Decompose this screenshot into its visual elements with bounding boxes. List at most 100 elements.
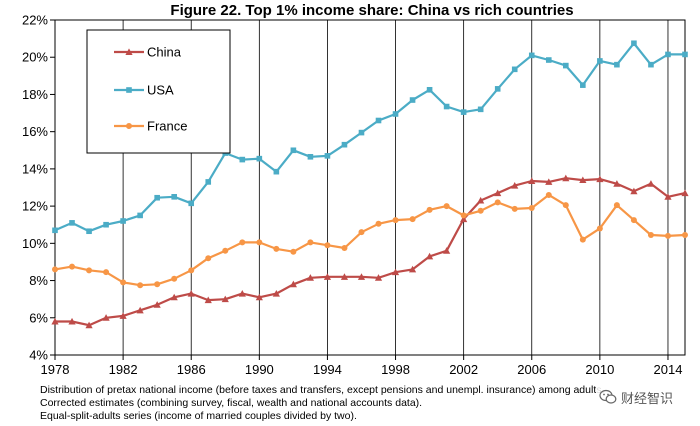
x-tick-label: 2002 xyxy=(449,362,478,377)
data-point-france xyxy=(511,205,518,212)
data-point-usa xyxy=(154,194,160,201)
data-point-usa xyxy=(137,212,143,219)
data-point-china xyxy=(425,252,434,260)
legend-marker-france xyxy=(126,123,132,129)
data-point-china xyxy=(443,247,451,254)
data-point-france xyxy=(324,242,331,249)
chart: Figure 22. Top 1% income share: China vs… xyxy=(22,2,689,377)
data-point-france xyxy=(545,191,552,198)
y-tick-label: 4% xyxy=(29,348,48,363)
data-point-usa xyxy=(307,153,314,160)
legend-marker-china xyxy=(125,48,133,55)
data-point-usa xyxy=(545,57,552,63)
data-point-china xyxy=(460,215,468,223)
data-point-france xyxy=(86,267,93,274)
y-tick-label: 6% xyxy=(29,310,48,325)
x-axis: 1978 1982 1986 1990 1994 1998 2002 2006 2010 2014 xyxy=(41,355,683,377)
data-point-usa xyxy=(614,61,620,68)
data-point-china xyxy=(255,293,263,301)
data-point-usa xyxy=(86,228,92,235)
x-tick-label: 1982 xyxy=(109,362,138,377)
y-tick-label: 14% xyxy=(22,161,48,176)
data-point-france xyxy=(375,220,382,227)
data-point-usa xyxy=(494,86,501,92)
data-point-china xyxy=(596,175,604,183)
y-tick-label: 12% xyxy=(22,199,48,214)
legend-marker-usa xyxy=(126,87,132,93)
data-point-france xyxy=(494,199,501,206)
data-point-france xyxy=(613,202,620,209)
data-point-france xyxy=(307,239,314,246)
series-line-china xyxy=(55,177,686,327)
data-point-france xyxy=(562,202,569,209)
y-tick-label: 8% xyxy=(29,273,48,288)
data-point-france xyxy=(443,203,450,210)
data-point-china xyxy=(51,317,59,325)
note-line-1: Distribution of pretax national income (… xyxy=(40,384,605,396)
data-point-china xyxy=(153,301,161,308)
watermark-text: 财经智识 xyxy=(621,390,674,406)
legend: China USA France xyxy=(86,29,231,154)
data-point-france xyxy=(205,255,212,262)
data-point-china xyxy=(408,265,417,273)
data-point-france xyxy=(528,204,535,211)
data-point-china xyxy=(562,174,570,182)
series-line-france xyxy=(54,193,686,287)
chart-title: Figure 22. Top 1% income share: China vs… xyxy=(170,2,573,19)
data-point-usa xyxy=(256,155,263,162)
data-point-china xyxy=(187,289,195,297)
x-tick-label: 1998 xyxy=(381,362,410,377)
data-point-usa xyxy=(273,168,280,175)
x-tick-label: 2010 xyxy=(585,362,614,377)
x-tick-label: 1978 xyxy=(41,362,70,377)
x-tick-label: 1986 xyxy=(177,362,206,377)
data-point-usa xyxy=(443,103,450,110)
data-point-china xyxy=(477,196,485,204)
x-tick-label: 1990 xyxy=(245,362,274,377)
y-tick-label: 20% xyxy=(22,50,48,65)
data-point-usa xyxy=(358,129,365,136)
data-point-china xyxy=(204,296,212,304)
data-point-france xyxy=(358,229,365,236)
data-point-france xyxy=(52,266,58,273)
y-tick-label: 10% xyxy=(22,236,48,251)
data-point-france xyxy=(290,248,297,255)
data-point-usa xyxy=(511,66,518,73)
note-line-3: Equal-split-adults series (income of mar… xyxy=(40,410,357,422)
data-point-france xyxy=(682,231,688,238)
data-point-usa xyxy=(597,58,603,64)
data-point-china xyxy=(664,193,672,200)
data-point-usa xyxy=(324,153,331,159)
data-point-usa xyxy=(631,40,637,47)
data-point-usa xyxy=(580,82,586,88)
data-point-france xyxy=(664,232,671,239)
data-point-usa xyxy=(205,179,212,185)
data-point-usa xyxy=(409,97,416,103)
data-point-china xyxy=(681,189,689,197)
data-point-france xyxy=(630,217,637,224)
data-point-usa xyxy=(341,141,348,148)
data-point-france xyxy=(256,239,263,246)
data-point-china xyxy=(511,182,519,189)
series-layer xyxy=(51,40,689,329)
data-point-china xyxy=(528,177,536,184)
data-point-usa xyxy=(103,221,109,228)
data-point-usa xyxy=(52,227,58,234)
data-point-usa xyxy=(528,52,535,59)
data-point-china xyxy=(170,293,178,301)
data-point-china xyxy=(85,321,93,329)
data-point-china xyxy=(68,317,76,325)
data-point-usa xyxy=(392,111,399,117)
data-point-usa xyxy=(477,106,484,113)
x-tick-label: 2014 xyxy=(654,362,683,377)
legend-label-china: China xyxy=(147,45,182,60)
data-point-china xyxy=(630,187,638,195)
data-point-france xyxy=(426,206,433,213)
plot-area-frame xyxy=(54,19,686,356)
series-china xyxy=(51,174,689,329)
data-point-usa xyxy=(120,218,126,224)
data-point-usa xyxy=(188,200,195,207)
data-point-france xyxy=(647,231,654,238)
x-tick-label: 2006 xyxy=(517,362,546,377)
y-tick-label: 22% xyxy=(22,13,48,28)
